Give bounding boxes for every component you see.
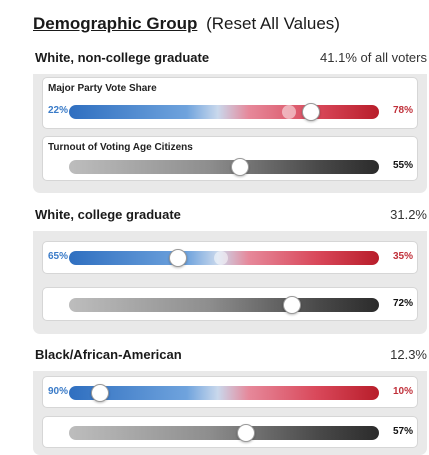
party-card: 65% 35%: [42, 241, 418, 274]
rep-share: 10%: [392, 386, 413, 397]
party-slider-row: 22% 78%: [43, 102, 417, 122]
group-white-college: White, college graduate 31.2% 65% 35% 72…: [33, 201, 427, 334]
group-share: 41.1% of all voters: [320, 50, 427, 65]
party-slider-thumb[interactable]: [168, 249, 187, 267]
group-header: White, college graduate 31.2%: [33, 201, 427, 231]
slider-ghost-marker: [282, 105, 297, 119]
group-name: Black/African-American: [35, 347, 182, 362]
group-share: 31.2%: [390, 207, 427, 222]
reset-all-link[interactable]: (Reset All Values): [206, 14, 340, 33]
party-slider-thumb[interactable]: [91, 384, 109, 402]
party-slider[interactable]: [69, 384, 379, 402]
party-slider-row: 90% 10%: [43, 383, 417, 403]
panel-header: Demographic Group (Reset All Values): [33, 14, 340, 34]
turnout-slider-thumb[interactable]: [236, 424, 255, 442]
party-slider-row: 65% 35%: [43, 248, 417, 268]
party-slider[interactable]: [69, 103, 379, 121]
group-black-african-american: Black/African-American 12.3% 90% 10% 57%: [33, 341, 427, 455]
turnout-slider-row: 55%: [43, 157, 417, 177]
turnout-slider-thumb[interactable]: [230, 158, 249, 176]
turnout-slider-row: 72%: [43, 295, 417, 315]
party-slider[interactable]: [69, 249, 379, 267]
turnout-card: 57%: [42, 416, 418, 448]
group-share: 12.3%: [390, 347, 427, 362]
turnout-slider[interactable]: [69, 424, 379, 442]
rep-share: 35%: [392, 251, 413, 262]
turnout-value: 57%: [392, 426, 413, 437]
group-name: White, non-college graduate: [35, 50, 210, 65]
group-name: White, college graduate: [35, 207, 181, 222]
party-slider-thumb[interactable]: [301, 103, 320, 121]
party-label: Major Party Vote Share: [48, 83, 157, 94]
group-header: Black/African-American 12.3%: [33, 341, 427, 371]
party-card: Major Party Vote Share 22% 78%: [42, 77, 418, 129]
turnout-label: Turnout of Voting Age Citizens: [48, 142, 193, 153]
turnout-value: 72%: [392, 298, 413, 309]
turnout-slider-thumb[interactable]: [283, 296, 302, 314]
turnout-slider[interactable]: [69, 296, 379, 314]
group-white-non-college: White, non-college graduate 41.1% of all…: [33, 44, 427, 193]
panel-title: Demographic Group: [33, 14, 198, 33]
turnout-value: 55%: [392, 160, 413, 171]
turnout-slider-row: 57%: [43, 423, 417, 443]
turnout-card: Turnout of Voting Age Citizens 55%: [42, 136, 418, 181]
group-header: White, non-college graduate 41.1% of all…: [33, 44, 427, 74]
dem-share: 90%: [48, 386, 69, 397]
rep-share: 78%: [392, 105, 413, 116]
slider-ghost-marker: [213, 251, 228, 265]
dem-share: 65%: [48, 251, 69, 262]
dem-share: 22%: [48, 105, 69, 116]
turnout-card: 72%: [42, 287, 418, 321]
party-card: 90% 10%: [42, 376, 418, 408]
turnout-slider[interactable]: [69, 158, 379, 176]
